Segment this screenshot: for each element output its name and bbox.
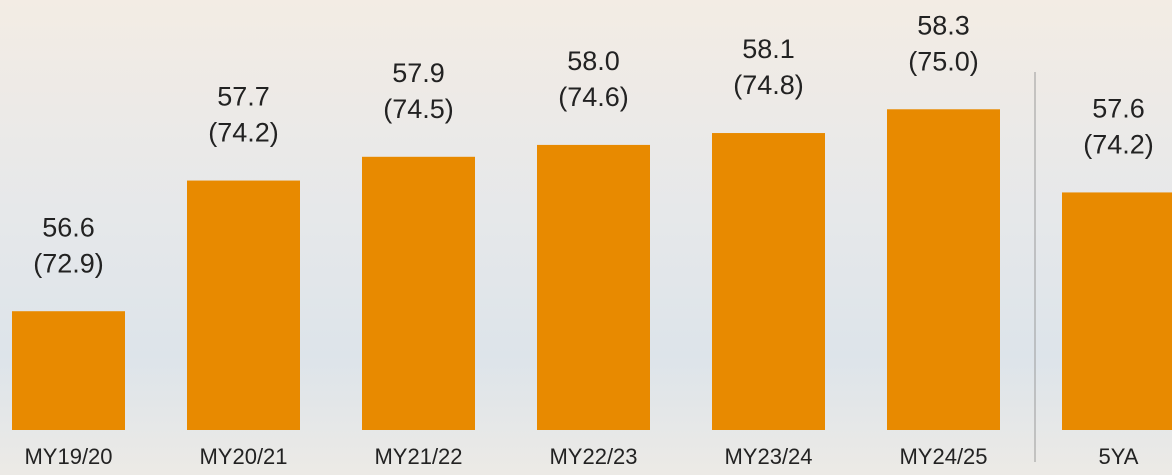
value-label: 58.1: [742, 34, 795, 64]
value-label: 58.3: [917, 10, 970, 40]
x-tick-label: MY20/21: [199, 444, 287, 469]
secondary-label: (74.6): [558, 82, 629, 112]
bar: [187, 181, 300, 430]
secondary-label: (74.2): [1083, 130, 1154, 160]
value-label: 58.0: [567, 46, 620, 76]
chart: 56.6 (72.9) MY19/20 57.7 (74.2) MY20/21 57.9 (7…: [0, 0, 1172, 475]
secondary-label: (74.8): [733, 70, 804, 100]
x-tick-label: MY23/24: [724, 444, 812, 469]
value-label: 56.6: [42, 212, 95, 242]
secondary-label: (75.0): [908, 46, 979, 76]
bar: [887, 109, 1000, 430]
secondary-label: (74.2): [208, 118, 279, 148]
bar: [537, 145, 650, 430]
x-tick-label: MY21/22: [374, 444, 462, 469]
x-tick-label: 5YA: [1099, 444, 1139, 469]
secondary-label: (74.5): [383, 94, 454, 124]
value-label: 57.6: [1092, 94, 1145, 124]
secondary-label: (72.9): [33, 248, 104, 278]
x-tick-label: MY19/20: [24, 444, 112, 469]
bar: [1062, 192, 1172, 430]
x-tick-label: MY22/23: [549, 444, 637, 469]
x-tick-label: MY24/25: [899, 444, 987, 469]
bar: [712, 133, 825, 430]
value-label: 57.9: [392, 58, 445, 88]
bar: [12, 311, 125, 430]
bar: [362, 157, 475, 430]
value-label: 57.7: [217, 82, 270, 112]
page: {"chart_data": {"type": "bar", "categori…: [0, 0, 1172, 475]
